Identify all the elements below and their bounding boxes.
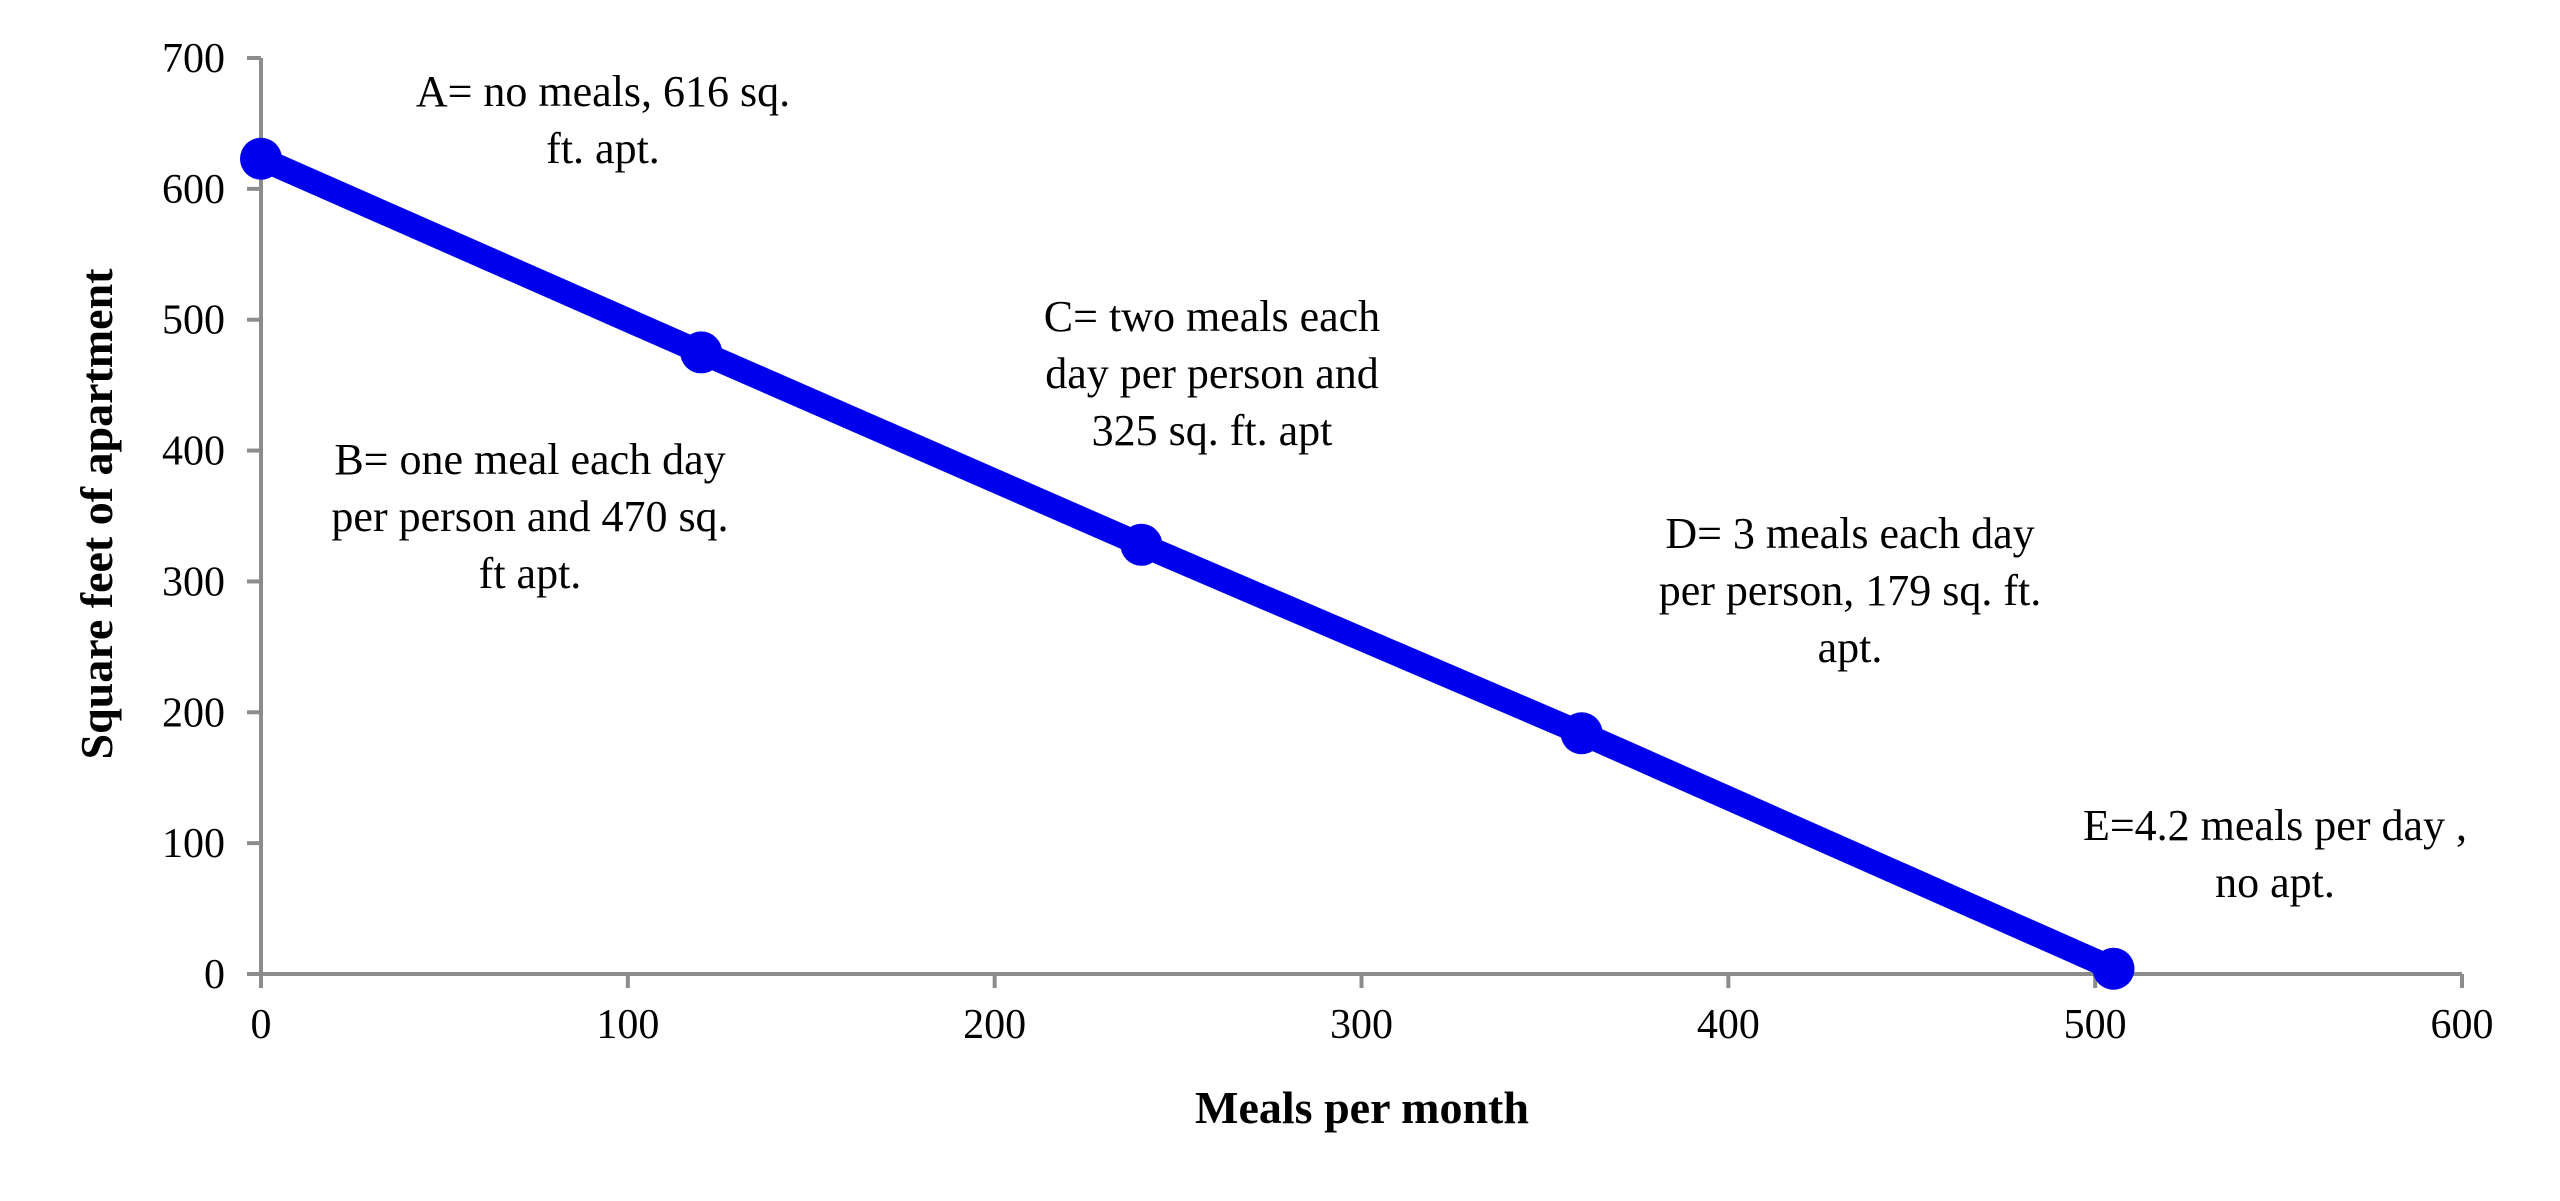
annotation-c: C= two meals each day per person and 325 s… xyxy=(1044,292,1380,455)
y-tick-label: 300 xyxy=(162,559,225,605)
y-tick-label: 400 xyxy=(162,429,225,475)
y-tick-label: 200 xyxy=(162,690,225,736)
annotation-e: E=4.2 meals per day , no apt. xyxy=(2083,801,2467,907)
x-tick-label: 500 xyxy=(2064,1002,2127,1048)
annotation-line: E=4.2 meals per day , xyxy=(2083,801,2467,850)
x-tick-label: 200 xyxy=(963,1002,1026,1048)
series xyxy=(240,137,2135,990)
annotation-line: 325 sq. ft. apt xyxy=(1092,406,1333,455)
annotation-line: per person and 470 sq. xyxy=(331,492,728,541)
y-tick-label: 100 xyxy=(162,821,225,867)
y-axis-title: Square feet of apartment xyxy=(71,268,122,760)
annotation-line: ft apt. xyxy=(479,549,582,598)
x-tick-label: 400 xyxy=(1697,1002,1760,1048)
annotation-line: per person, 179 sq. ft. xyxy=(1659,566,2042,615)
x-tick-label: 0 xyxy=(251,1002,272,1048)
y-tick-label: 600 xyxy=(162,167,225,213)
data-point xyxy=(680,331,723,374)
annotation-b: B= one meal each day per person and 470 s… xyxy=(331,435,728,598)
x-axis-title: Meals per month xyxy=(1195,1082,1529,1133)
annotation-line: D= 3 meals each day xyxy=(1665,509,2034,558)
y-tick-label: 700 xyxy=(162,36,225,82)
x-tick-label: 300 xyxy=(1330,1002,1393,1048)
annotation-line: A= no meals, 616 sq. xyxy=(416,67,790,116)
data-point xyxy=(240,137,282,180)
annotation-line: apt. xyxy=(1818,623,1883,672)
annotation-line: B= one meal each day xyxy=(334,435,725,484)
data-point xyxy=(1560,712,1603,755)
x-tick-label: 600 xyxy=(2431,1002,2494,1048)
annotation-line: no apt. xyxy=(2215,858,2335,907)
annotation-line: C= two meals each xyxy=(1044,292,1380,341)
annotation-line: day per person and xyxy=(1045,349,1379,398)
axes: 0 100 200 300 400 500 600 700 0 100 200 300 400 500 60… xyxy=(162,36,2494,1048)
annotation-d: D= 3 meals each day per person, 179 sq. f… xyxy=(1659,509,2042,672)
annotation-line: ft. apt. xyxy=(546,124,660,173)
annotations: A= no meals, 616 sq. ft. apt. B= one meal … xyxy=(331,67,2467,907)
y-tick-label: 0 xyxy=(204,952,225,998)
y-tick-label: 500 xyxy=(162,298,225,344)
annotation-a: A= no meals, 616 sq. ft. apt. xyxy=(416,67,790,173)
data-point xyxy=(2092,947,2135,990)
data-point xyxy=(1120,523,1163,566)
x-tick-label: 100 xyxy=(596,1002,659,1048)
